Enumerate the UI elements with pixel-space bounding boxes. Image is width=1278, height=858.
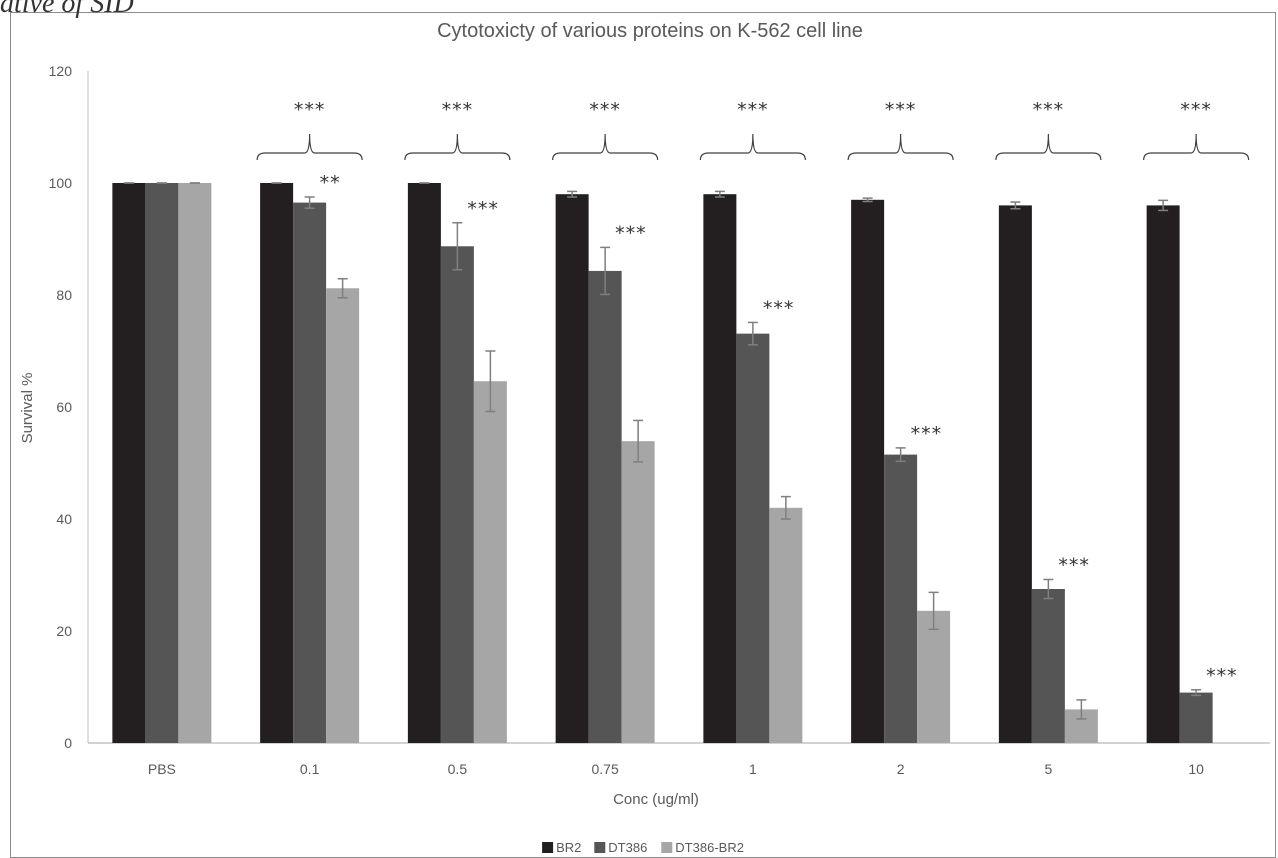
bar-significance-label: *** <box>1206 665 1238 687</box>
y-tick-label: 40 <box>56 511 72 527</box>
brace-significance-label: *** <box>885 99 917 121</box>
bar-dt386-br2 <box>621 441 655 743</box>
y-tick-label: 20 <box>56 623 72 639</box>
group-brace <box>699 133 806 161</box>
bars <box>112 183 1213 744</box>
legend-swatch-dt386 <box>594 842 606 853</box>
x-tick-label: 10 <box>1188 761 1204 777</box>
bar-significance-label: *** <box>911 423 943 445</box>
bar-significance-label: *** <box>467 198 499 220</box>
bar-br2 <box>407 183 441 743</box>
group-brace <box>404 133 511 161</box>
legend-swatch-dt386-br2 <box>661 842 673 853</box>
bar-dt386 <box>440 246 474 743</box>
group-brace <box>256 133 363 161</box>
legend: BR2 DT386 DT386-BR2 <box>542 840 744 855</box>
y-tick-label: 100 <box>49 175 73 191</box>
chart-title: Cytotoxicty of various proteins on K-562… <box>437 20 863 42</box>
y-tick-labels: 0 20 40 60 80 100 120 <box>49 63 73 751</box>
error-bar <box>1191 689 1202 697</box>
error-bar <box>1010 201 1021 210</box>
bar-br2 <box>555 194 589 743</box>
group-brace <box>552 133 659 161</box>
significance-labels: *** *** *** *** *** *** **********************… <box>294 99 1238 687</box>
bar-dt386 <box>293 202 327 744</box>
x-tick-label: 2 <box>897 761 905 777</box>
bar-br2 <box>703 194 737 743</box>
y-tick-label: 80 <box>56 287 72 303</box>
bar-dt386 <box>884 454 918 743</box>
x-tick-label: 0.1 <box>300 761 320 777</box>
legend-label: DT386-BR2 <box>675 840 744 855</box>
error-bar <box>895 447 906 463</box>
y-axis-label: Survival % <box>19 373 36 444</box>
x-tick-label: 0.75 <box>592 761 619 777</box>
bar-dt386 <box>588 270 622 743</box>
brace-significance-label: *** <box>589 99 621 121</box>
x-axis-label: Conc (ug/ml) <box>613 791 699 808</box>
error-bar <box>337 278 348 299</box>
bar-br2 <box>260 183 294 743</box>
bar-br2 <box>851 199 885 744</box>
error-bars <box>123 182 1202 720</box>
legend-label: BR2 <box>556 840 581 855</box>
error-bar <box>928 591 939 631</box>
group-brace <box>995 133 1102 161</box>
error-bar <box>747 321 758 346</box>
brace-significance-label: *** <box>737 99 769 121</box>
bar-dt386-br2 <box>473 381 507 743</box>
error-bar <box>862 197 873 203</box>
error-bar <box>1076 699 1087 720</box>
error-bar <box>452 222 463 271</box>
bar-dt386 <box>736 333 770 743</box>
brace-significance-label: *** <box>442 99 474 121</box>
x-tick-label: PBS <box>148 761 176 777</box>
bar-significance-label: *** <box>763 297 795 319</box>
error-bar <box>485 350 496 413</box>
error-bar <box>780 495 791 520</box>
error-bar <box>714 190 725 198</box>
bar-dt386 <box>1031 589 1065 743</box>
bar-br2 <box>998 205 1032 743</box>
brace-significance-label: *** <box>1033 99 1065 121</box>
bar-dt386-br2 <box>769 507 803 743</box>
group-braces <box>256 133 1250 161</box>
y-tick-label: 0 <box>64 735 72 751</box>
brace-significance-label: *** <box>1180 99 1212 121</box>
brace-significance-label: *** <box>294 99 326 121</box>
error-bar <box>633 419 644 463</box>
error-bar <box>1043 578 1054 600</box>
y-tick-label: 60 <box>56 399 72 415</box>
legend-swatch-br2 <box>542 842 554 853</box>
bar-significance-label: ** <box>320 172 341 194</box>
error-bar <box>1158 199 1169 212</box>
bar-dt386 <box>145 183 179 743</box>
legend-label: DT386 <box>608 840 647 855</box>
x-tick-labels: PBS 0.1 0.5 0.75 1 2 5 10 <box>148 761 1204 777</box>
x-tick-label: 0.5 <box>448 761 468 777</box>
bar-br2 <box>1146 205 1180 743</box>
bar-dt386-br2 <box>917 610 951 743</box>
x-tick-label: 5 <box>1044 761 1052 777</box>
bar-dt386-br2 <box>178 183 212 743</box>
group-brace <box>847 133 954 161</box>
bar-dt386 <box>1179 692 1213 743</box>
error-bar <box>567 190 578 198</box>
corner-caption-text: ative of SID <box>0 0 134 19</box>
error-bar <box>600 246 611 296</box>
error-bar <box>304 196 315 209</box>
y-tick-label: 120 <box>49 63 73 79</box>
bar-br2 <box>112 183 146 743</box>
bar-significance-label: *** <box>1058 554 1090 576</box>
bar-significance-label: *** <box>615 222 647 244</box>
bar-dt386-br2 <box>326 288 360 743</box>
group-brace <box>1143 133 1250 161</box>
x-tick-label: 1 <box>749 761 757 777</box>
